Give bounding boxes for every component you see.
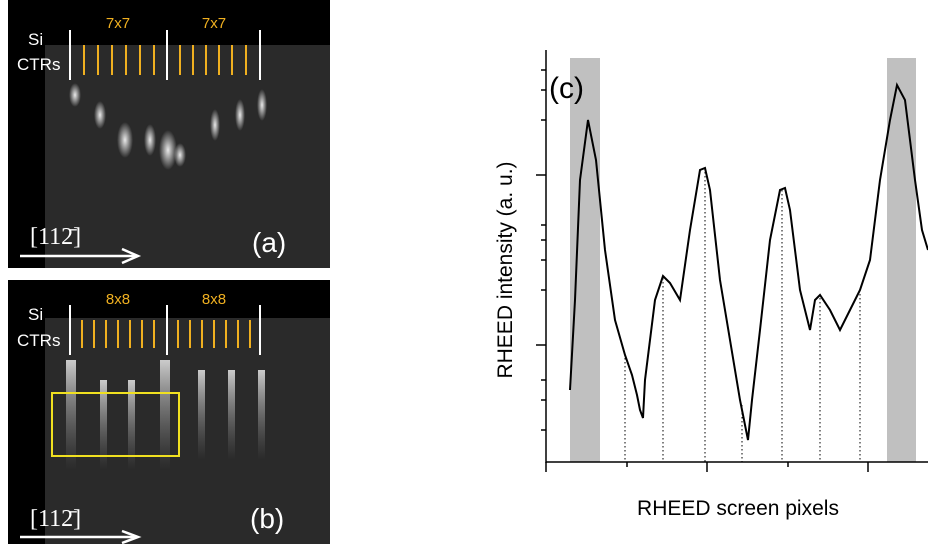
ctrs-label: CTRs [17, 331, 60, 350]
spots [69, 83, 267, 170]
direction-label: [112̄] [30, 506, 81, 532]
rheed-image [45, 318, 330, 544]
panel-c: (c) RHEED intensity (a. u.) RHEED screen… [494, 50, 928, 520]
si-label: Si [28, 305, 43, 324]
ctrs-label: CTRs [17, 55, 60, 74]
ctr-lines [69, 30, 261, 80]
rheed-image [45, 45, 330, 268]
axes [536, 50, 928, 472]
highlight-band [887, 58, 916, 462]
panel-tag: (b) [250, 503, 284, 534]
intensity-curve [569, 82, 928, 441]
reconstruction-label: 7x7 [106, 15, 130, 32]
panel-b: Si CTRs 8x8 8x8 [112̄] (b) [8, 280, 330, 544]
y-axis-label: RHEED intensity (a. u.) [494, 161, 517, 378]
streaks [66, 360, 265, 470]
ctr-lines [69, 305, 261, 355]
panel-tag: (a) [252, 227, 286, 258]
si-label: Si [28, 30, 43, 49]
reconstruction-label: 8x8 [106, 291, 130, 308]
direction-label: [112̄] [30, 224, 81, 250]
highlight-band [570, 58, 600, 462]
panel-tag: (c) [549, 72, 584, 105]
reconstruction-label: 8x8 [202, 291, 226, 308]
x-axis-label: RHEED screen pixels [637, 497, 839, 520]
peak-markers [624, 168, 861, 462]
reconstruction-label: 7x7 [202, 15, 226, 32]
arrow-head [121, 529, 142, 544]
reconstruction-lines [83, 45, 247, 75]
highlight-box [51, 392, 180, 457]
arrow-head [121, 247, 142, 265]
reconstruction-lines [81, 320, 251, 348]
panel-a: Si CTRs 7x7 7x7 [112̄] (a) [8, 0, 330, 268]
